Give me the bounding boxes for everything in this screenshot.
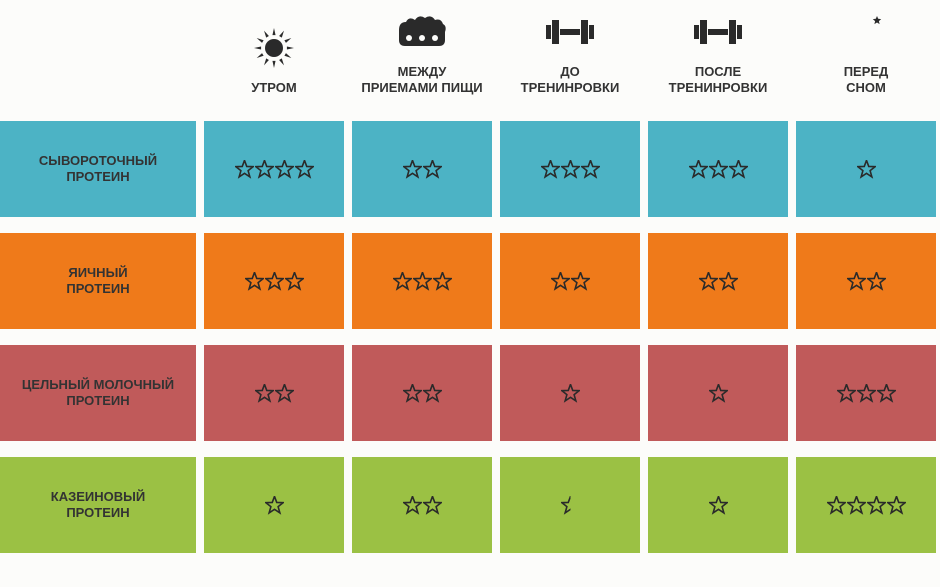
- rating-cell: [500, 121, 640, 217]
- rating-cell: [796, 233, 936, 329]
- rating-cell: [648, 121, 788, 217]
- row-label: ЦЕЛЬНЫЙ МОЛОЧНЫЙ ПРОТЕИН: [0, 345, 196, 441]
- rating-cell: [500, 345, 640, 441]
- rating-cell: [648, 457, 788, 553]
- star-rating: [403, 384, 442, 403]
- sun-icon: [251, 26, 297, 70]
- row-label: СЫВОРОТОЧНЫЙ ПРОТЕИН: [0, 121, 196, 217]
- star-rating: [245, 272, 304, 291]
- rating-cell: [204, 457, 344, 553]
- rating-cell: [796, 121, 936, 217]
- star-rating: [837, 384, 896, 403]
- star-rating: [255, 384, 294, 403]
- rating-cell: [352, 345, 492, 441]
- column-header-label: ПЕРЕД СНОМ: [844, 64, 889, 95]
- star-rating: [265, 496, 284, 515]
- star-rating: [541, 160, 600, 179]
- rating-cell: [352, 233, 492, 329]
- row-label: КАЗЕИНОВЫЙ ПРОТЕИН: [0, 457, 196, 553]
- rating-cell: [648, 233, 788, 329]
- rating-cell: [500, 457, 640, 553]
- dumbbell-icon: [544, 10, 596, 54]
- rating-cell: [204, 121, 344, 217]
- rating-cell: [648, 345, 788, 441]
- star-rating: [403, 496, 442, 515]
- star-rating: [709, 384, 728, 403]
- star-rating: [561, 384, 580, 403]
- column-header-label: ДО ТРЕНИНРОВКИ: [521, 64, 620, 95]
- column-header-between: МЕЖДУ ПРИЕМАМИ ПИЩИ: [348, 0, 496, 113]
- rating-cell: [500, 233, 640, 329]
- rating-cell: [796, 345, 936, 441]
- star-rating: [393, 272, 452, 291]
- star-rating: [827, 496, 906, 515]
- column-header-bed: ПЕРЕД СНОМ: [792, 0, 940, 113]
- header-corner-empty: [0, 0, 200, 113]
- star-rating: [235, 160, 314, 179]
- rating-cell: [204, 233, 344, 329]
- star-rating: [709, 496, 728, 515]
- column-header-label: УТРОМ: [251, 80, 296, 96]
- rating-cell: [204, 345, 344, 441]
- column-header-label: МЕЖДУ ПРИЕМАМИ ПИЩИ: [361, 64, 482, 95]
- column-header-morning: УТРОМ: [200, 0, 348, 113]
- eggs-icon: [395, 10, 449, 54]
- rating-cell: [352, 457, 492, 553]
- star-rating: [403, 160, 442, 179]
- star-rating: [689, 160, 748, 179]
- row-label: ЯИЧНЫЙ ПРОТЕИН: [0, 233, 196, 329]
- rating-cell: [352, 121, 492, 217]
- star-rating: [847, 272, 886, 291]
- star-rating: [551, 272, 590, 291]
- dumbbell-icon: [692, 10, 744, 54]
- column-header-after: ПОСЛЕ ТРЕНИНРОВКИ: [644, 0, 792, 113]
- star-rating: [699, 272, 738, 291]
- column-header-before: ДО ТРЕНИНРОВКИ: [496, 0, 644, 113]
- moon-icon: [845, 10, 887, 54]
- star-rating: [857, 160, 876, 179]
- column-header-label: ПОСЛЕ ТРЕНИНРОВКИ: [669, 64, 768, 95]
- rating-cell: [796, 457, 936, 553]
- star-rating: [561, 496, 580, 515]
